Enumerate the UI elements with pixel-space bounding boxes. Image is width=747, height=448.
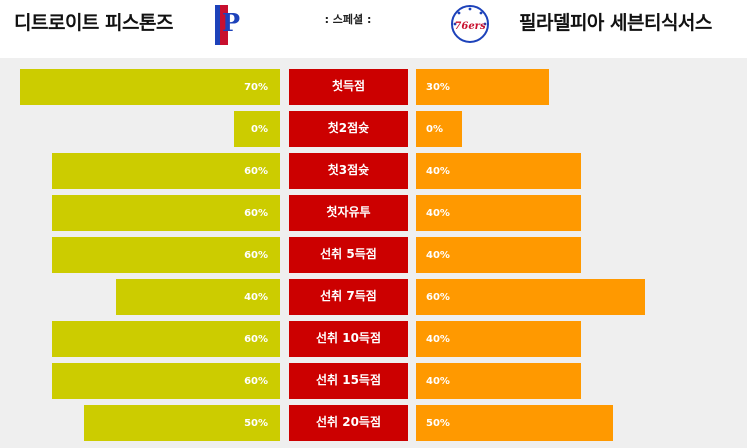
- stat-label: 첫득점: [289, 69, 408, 105]
- left-team-percent: 60%: [244, 166, 268, 177]
- left-team-bar: [234, 111, 280, 147]
- left-team-bar: [52, 153, 280, 189]
- left-team-percent: 60%: [244, 376, 268, 387]
- stat-row: 60% 선취 5득점 40%: [0, 237, 747, 273]
- right-team-bar: [416, 237, 581, 273]
- right-team-bar: [416, 111, 462, 147]
- pistons-logo-icon: P: [215, 5, 240, 45]
- stat-row: 0% 첫2점슛 0%: [0, 111, 747, 147]
- left-team-bar: [52, 195, 280, 231]
- stat-label: 첫자유투: [289, 195, 408, 231]
- right-team-bar: [416, 279, 645, 315]
- right-team-percent: 30%: [426, 82, 450, 93]
- sixers-logo-icon: 76ers: [451, 5, 489, 43]
- stat-row: 60% 선취 15득점 40%: [0, 363, 747, 399]
- stat-row: 70% 첫득점 30%: [0, 69, 747, 105]
- right-team-percent: 0%: [426, 124, 443, 135]
- left-team-bar: [116, 279, 280, 315]
- svg-text:P: P: [222, 8, 240, 37]
- left-team-bar: [52, 363, 280, 399]
- stat-label: 첫2점슛: [289, 111, 408, 147]
- left-team-bar: [84, 405, 280, 441]
- left-team-percent: 60%: [244, 334, 268, 345]
- svg-text:76ers: 76ers: [454, 21, 486, 32]
- right-team-bar: [416, 363, 581, 399]
- left-team-bar: [52, 321, 280, 357]
- right-team-percent: 40%: [426, 376, 450, 387]
- left-team-percent: 50%: [244, 418, 268, 429]
- right-team-bar: [416, 405, 613, 441]
- right-team-name: 필라델피아 세븐티식서스: [519, 12, 712, 34]
- right-team-percent: 40%: [426, 250, 450, 261]
- stat-row: 60% 첫3점슛 40%: [0, 153, 747, 189]
- stat-label: 선취 5득점: [289, 237, 408, 273]
- right-team-percent: 50%: [426, 418, 450, 429]
- left-team-name: 디트로이트 피스톤즈: [14, 12, 173, 34]
- left-team-bar: [52, 237, 280, 273]
- stat-row: 50% 선취 20득점 50%: [0, 405, 747, 441]
- stat-label: 선취 10득점: [289, 321, 408, 357]
- header: 디트로이트 피스톤즈 P : 스페셜 : 76ers 필라델피아 세븐티식서스: [0, 0, 747, 58]
- left-team-percent: 70%: [244, 82, 268, 93]
- right-team-bar: [416, 195, 581, 231]
- left-team-percent: 60%: [244, 250, 268, 261]
- right-team-percent: 40%: [426, 166, 450, 177]
- stat-label: 첫3점슛: [289, 153, 408, 189]
- special-label: : 스페셜 :: [324, 13, 372, 26]
- left-team-percent: 60%: [244, 208, 268, 219]
- right-team-percent: 40%: [426, 334, 450, 345]
- left-team-percent: 0%: [251, 124, 268, 135]
- right-team-bar: [416, 153, 581, 189]
- right-team-percent: 40%: [426, 208, 450, 219]
- right-team-bar: [416, 69, 549, 105]
- stat-label: 선취 7득점: [289, 279, 408, 315]
- right-team-percent: 60%: [426, 292, 450, 303]
- stat-label: 선취 20득점: [289, 405, 408, 441]
- stat-label: 선취 15득점: [289, 363, 408, 399]
- left-team-bar: [20, 69, 280, 105]
- stat-row: 60% 첫자유투 40%: [0, 195, 747, 231]
- stat-row: 40% 선취 7득점 60%: [0, 279, 747, 315]
- right-team-bar: [416, 321, 581, 357]
- stat-row: 60% 선취 10득점 40%: [0, 321, 747, 357]
- left-team-percent: 40%: [244, 292, 268, 303]
